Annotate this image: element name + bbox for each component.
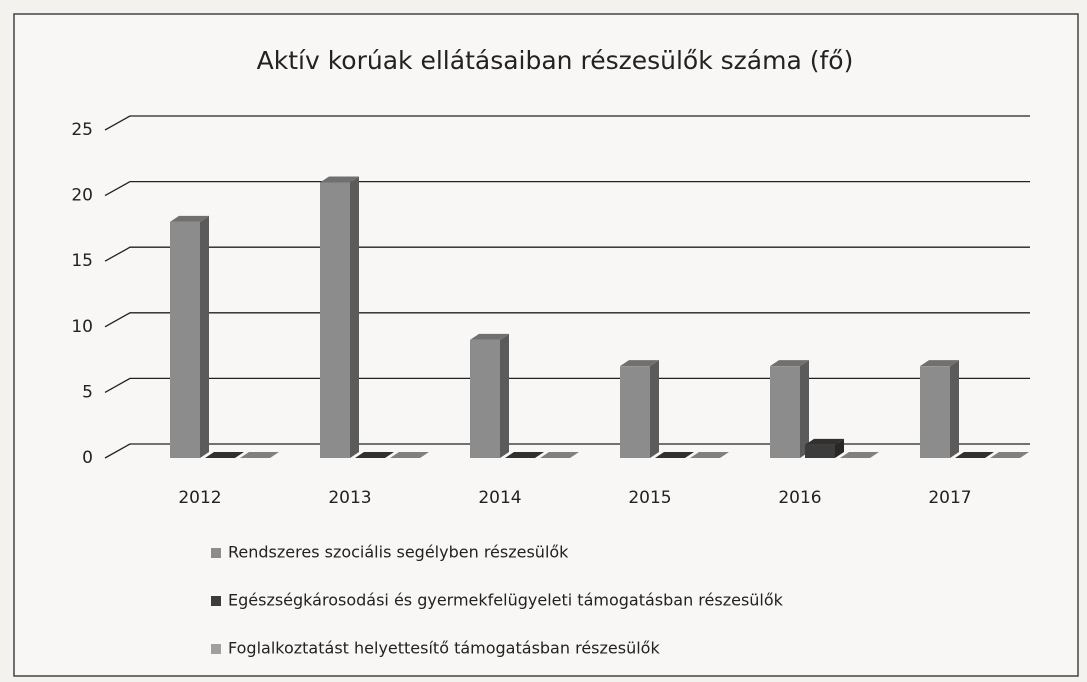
legend-swatch [211,644,221,654]
y-tick-label: 5 [82,382,93,402]
chart-title: Aktív korúak ellátásaiban részesülők szá… [257,46,854,75]
legend-label: Foglalkoztatást helyettesítő támogatásba… [228,639,660,658]
x-tick-label: 2015 [628,488,671,508]
bar-side [500,333,509,458]
bar [320,182,350,459]
y-tick-label: 15 [71,251,93,271]
grid-line [104,312,1030,328]
bar-top [620,360,659,367]
bar-top [170,215,209,222]
y-tick-label: 0 [82,448,93,468]
bar-top [240,452,279,458]
grid-line [104,115,1030,131]
bar-top [805,438,844,445]
bar-top [390,452,429,458]
bar-top [205,452,244,458]
y-tick-label: 25 [71,120,93,140]
bar-top [470,333,509,340]
bar [920,366,950,458]
y-tick-label: 20 [71,186,93,206]
legend-swatch [211,548,221,558]
bar-top [505,452,544,458]
bar-top [355,452,394,458]
bar-side [835,438,844,458]
grid-line [104,377,1030,393]
bar-top [955,452,994,458]
y-tick-label: 10 [71,317,93,337]
bar [805,444,835,458]
bar [170,221,200,458]
x-tick-label: 2012 [178,488,221,508]
bar [620,366,650,458]
grid-line [104,246,1030,262]
bar-top [690,452,729,458]
bar-top [540,452,579,458]
bar [470,339,500,458]
bar-top [840,452,879,458]
bar-top [990,452,1029,458]
bar-top [320,176,359,183]
grid-line [104,443,1030,459]
bar-side [650,360,659,458]
bar-side [800,360,809,458]
x-tick-label: 2016 [778,488,821,508]
legend-swatch [211,596,221,606]
x-tick-label: 2013 [328,488,371,508]
x-tick-label: 2014 [478,488,521,508]
x-tick-label: 2017 [928,488,971,508]
bar-side [200,215,209,458]
bar-side [950,360,959,458]
legend-label: Rendszeres szociális segélyben részesülő… [228,543,569,562]
bar-top [655,452,694,458]
bar-top [920,360,959,367]
grid-line [104,180,1030,197]
bar-top [770,360,809,367]
legend-label: Egészségkárosodási és gyermekfelügyeleti… [228,591,784,610]
bar [770,366,800,458]
bar-side [350,176,359,459]
